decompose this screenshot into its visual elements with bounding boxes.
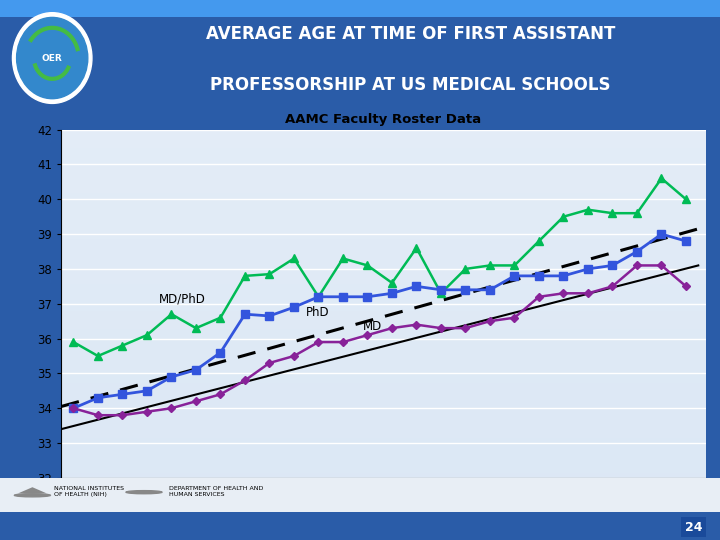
Text: DEPARTMENT OF HEALTH AND
HUMAN SERVICES: DEPARTMENT OF HEALTH AND HUMAN SERVICES bbox=[169, 486, 264, 497]
Text: PROFESSORSHIP AT US MEDICAL SCHOOLS: PROFESSORSHIP AT US MEDICAL SCHOOLS bbox=[210, 76, 611, 94]
Text: MD: MD bbox=[363, 320, 382, 333]
Text: NATIONAL INSTITUTES
OF HEALTH (NIH): NATIONAL INSTITUTES OF HEALTH (NIH) bbox=[54, 486, 124, 497]
Title: AAMC Faculty Roster Data: AAMC Faculty Roster Data bbox=[285, 113, 482, 126]
Circle shape bbox=[126, 491, 162, 494]
Circle shape bbox=[14, 494, 50, 497]
Bar bbox=[0, 0, 720, 17]
Text: OER: OER bbox=[42, 53, 63, 63]
Polygon shape bbox=[18, 487, 47, 494]
Text: AVERAGE AGE AT TIME OF FIRST ASSISTANT: AVERAGE AGE AT TIME OF FIRST ASSISTANT bbox=[206, 25, 615, 43]
Text: 24: 24 bbox=[685, 521, 702, 534]
Text: PhD: PhD bbox=[306, 306, 330, 319]
Circle shape bbox=[12, 12, 92, 103]
Text: MD/PhD: MD/PhD bbox=[159, 292, 206, 305]
Circle shape bbox=[17, 17, 88, 99]
Bar bbox=[0, 478, 720, 512]
